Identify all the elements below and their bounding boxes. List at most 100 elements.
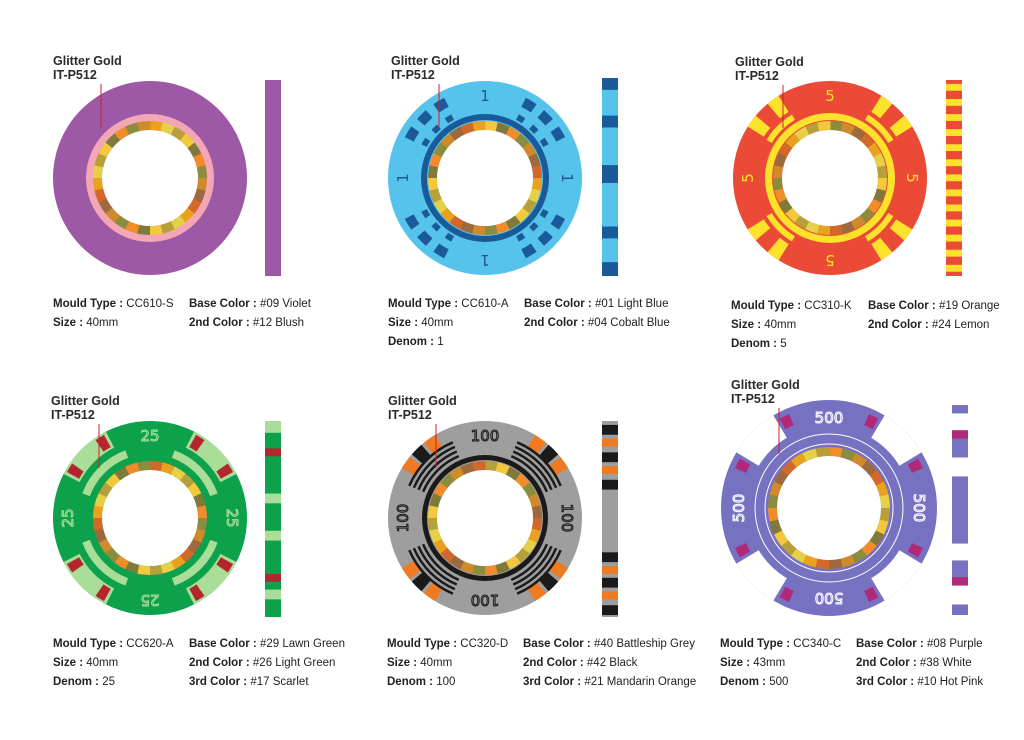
spec-label: Base Color : <box>523 638 591 650</box>
glitter-insert-segment <box>170 215 186 230</box>
edge-band <box>602 466 618 474</box>
glitter-insert-segment <box>528 188 541 204</box>
glitter-insert-segment <box>505 466 521 481</box>
spec-column-mould: Mould Type : CC620-A Size : 40mm Denom : 2… <box>53 635 174 692</box>
glitter-insert-segment <box>829 224 843 235</box>
engraved-line <box>510 454 549 493</box>
edge-band <box>952 457 968 477</box>
insert-code-label: IT-P512 <box>51 408 95 422</box>
chip-center <box>782 130 878 226</box>
chip-center <box>102 470 198 566</box>
spec-row: 2nd Color : #38 White <box>856 654 983 673</box>
spec-row: Mould Type : CC340-C <box>720 635 841 654</box>
glitter-insert-segment <box>114 555 130 570</box>
glitter-insert-segment <box>505 555 521 570</box>
glitter-insert-segment <box>94 492 107 508</box>
spec-column-mould: Mould Type : CC340-C Size : 43mm Denom : 5… <box>720 635 841 692</box>
glitter-insert-segment <box>137 461 151 472</box>
denomination-mark: 1 <box>480 251 490 269</box>
spec-row: Mould Type : CC610-A <box>388 295 509 314</box>
glitter-insert-segment <box>125 122 140 135</box>
glitter-insert-segment <box>485 121 499 132</box>
spec-value: 100 <box>433 676 456 688</box>
spec-value: #42 Black <box>583 657 638 669</box>
glitter-insert-segment <box>778 198 793 214</box>
spec-row: 2nd Color : #26 Light Green <box>189 654 345 673</box>
glitter-insert-segment <box>105 547 121 563</box>
glitter-insert-segment <box>429 492 442 508</box>
glitter-insert-segment <box>817 121 831 132</box>
spec-row: Size : 43mm <box>720 654 841 673</box>
glitter-insert-segment <box>814 558 829 569</box>
spec-column-colors: Base Color : #29 Lawn Green 2nd Color : #… <box>189 635 345 692</box>
edge-dash <box>537 230 553 246</box>
spec-value: 500 <box>766 676 789 688</box>
glitter-insert-segment <box>187 142 202 158</box>
spec-column-mould: Mould Type : CC610-S Size : 40mm <box>53 295 174 333</box>
glitter-insert-segment <box>879 508 890 523</box>
inner-dash <box>539 208 549 219</box>
glitter-insert-segment <box>149 224 163 236</box>
glitter-insert-segment <box>879 494 890 509</box>
engraved-line <box>417 545 458 586</box>
spec-value: 5 <box>777 338 787 350</box>
accent-block <box>189 584 205 602</box>
edge-band <box>265 421 281 433</box>
denomination-mark: 500 <box>815 409 844 427</box>
edge-band <box>946 234 962 242</box>
spec-label: Denom : <box>387 676 433 688</box>
glitter-insert-segment <box>94 188 107 203</box>
spec-row: Size : 40mm <box>388 314 509 333</box>
glitter-insert-segment <box>514 133 530 149</box>
glitter-insert-segment <box>105 473 121 489</box>
edge-accent <box>423 582 443 602</box>
glitter-insert-segment <box>829 446 844 458</box>
spec-row: 2nd Color : #04 Cobalt Blue <box>524 314 670 333</box>
glitter-insert-segment <box>528 528 541 544</box>
glitter-insert-segment <box>193 188 206 204</box>
glitter-insert-segment <box>869 530 884 547</box>
glitter-insert-segment <box>429 188 442 203</box>
accent-block <box>216 557 234 573</box>
edge-band <box>602 78 618 90</box>
spec-label: Size : <box>53 657 84 669</box>
accent-block <box>216 463 234 479</box>
accent-block <box>66 557 84 573</box>
accent-block <box>735 458 751 473</box>
glitter-insert-segment <box>485 461 499 472</box>
spec-label: Base Color : <box>189 298 257 310</box>
glitter-insert-segment <box>873 153 886 168</box>
edge-band <box>946 204 962 212</box>
edge-band <box>602 424 618 435</box>
spec-label: Mould Type : <box>53 298 124 310</box>
glitter-insert-segment <box>433 198 448 214</box>
inner-dash <box>529 124 539 134</box>
glitter-insert-segment <box>149 564 163 575</box>
insert-material-label: Glitter Gold <box>388 394 457 408</box>
edge-block <box>736 415 787 466</box>
glitter-insert-segment <box>531 518 542 532</box>
edge-band <box>602 552 618 563</box>
edge-band <box>952 577 968 586</box>
engraved-line <box>512 545 553 586</box>
glitter-insert-segment <box>179 473 195 489</box>
edge-band <box>946 98 962 106</box>
glitter-insert-segment <box>472 121 486 132</box>
spec-row: Base Color : #40 Battleship Grey <box>523 635 696 654</box>
spec-value: CC320-D <box>457 638 509 650</box>
glitter-insert-segment <box>774 188 787 203</box>
spec-row: 3rd Color : #21 Mandarin Orange <box>523 673 696 692</box>
glitter-insert-segment <box>170 555 186 570</box>
glitter-insert-segment <box>850 215 866 230</box>
glitter-insert-segment <box>93 164 104 178</box>
spec-value: #38 White <box>916 657 972 669</box>
spec-label: Base Color : <box>524 298 592 310</box>
spec-value: #08 Purple <box>923 638 983 650</box>
spec-value: CC610-S <box>123 298 174 310</box>
glitter-insert-segment <box>850 126 866 141</box>
spec-row: Base Color : #29 Lawn Green <box>189 635 345 654</box>
spec-label: Denom : <box>388 336 434 348</box>
glitter-insert-segment <box>460 462 475 475</box>
inner-dash <box>421 137 431 148</box>
